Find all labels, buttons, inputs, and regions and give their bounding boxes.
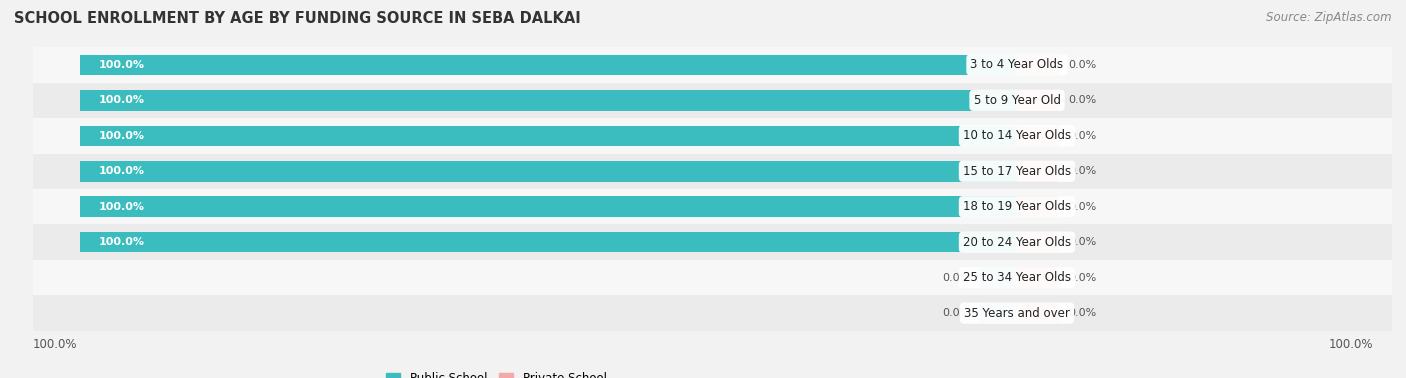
Legend: Public School, Private School: Public School, Private School <box>381 367 612 378</box>
Bar <box>1017 197 1059 217</box>
Text: 100.0%: 100.0% <box>98 202 145 212</box>
Text: 35 Years and over: 35 Years and over <box>965 307 1070 320</box>
Text: Source: ZipAtlas.com: Source: ZipAtlas.com <box>1267 11 1392 24</box>
Text: 0.0%: 0.0% <box>1069 166 1097 176</box>
Bar <box>1017 90 1059 111</box>
Text: 0.0%: 0.0% <box>942 308 970 318</box>
Bar <box>1017 232 1059 253</box>
Text: 3 to 4 Year Olds: 3 to 4 Year Olds <box>970 58 1063 71</box>
Bar <box>980 303 1017 324</box>
Text: 10 to 14 Year Olds: 10 to 14 Year Olds <box>963 129 1071 142</box>
Text: 18 to 19 Year Olds: 18 to 19 Year Olds <box>963 200 1071 213</box>
Bar <box>1017 267 1059 288</box>
Bar <box>32 189 1406 225</box>
Bar <box>80 197 1017 217</box>
Text: 100.0%: 100.0% <box>1329 338 1374 351</box>
Bar <box>80 90 1017 111</box>
Bar <box>980 267 1017 288</box>
Bar <box>1017 303 1059 324</box>
Bar <box>32 153 1406 189</box>
Bar <box>80 125 1017 146</box>
Text: 100.0%: 100.0% <box>32 338 77 351</box>
Bar <box>32 47 1406 83</box>
Bar <box>32 225 1406 260</box>
Text: 100.0%: 100.0% <box>98 60 145 70</box>
Text: 20 to 24 Year Olds: 20 to 24 Year Olds <box>963 236 1071 249</box>
Bar <box>1017 125 1059 146</box>
Text: 0.0%: 0.0% <box>1069 95 1097 105</box>
Bar <box>32 83 1406 118</box>
Text: 0.0%: 0.0% <box>1069 202 1097 212</box>
Bar <box>80 161 1017 181</box>
Text: 100.0%: 100.0% <box>98 95 145 105</box>
Text: 0.0%: 0.0% <box>1069 131 1097 141</box>
Text: SCHOOL ENROLLMENT BY AGE BY FUNDING SOURCE IN SEBA DALKAI: SCHOOL ENROLLMENT BY AGE BY FUNDING SOUR… <box>14 11 581 26</box>
Text: 100.0%: 100.0% <box>98 237 145 247</box>
Bar <box>32 260 1406 295</box>
Text: 0.0%: 0.0% <box>1069 308 1097 318</box>
Text: 100.0%: 100.0% <box>98 131 145 141</box>
Bar <box>32 295 1406 331</box>
Bar <box>80 54 1017 75</box>
Text: 5 to 9 Year Old: 5 to 9 Year Old <box>973 94 1060 107</box>
Text: 0.0%: 0.0% <box>1069 60 1097 70</box>
Text: 100.0%: 100.0% <box>98 166 145 176</box>
Text: 0.0%: 0.0% <box>1069 237 1097 247</box>
Bar <box>1017 161 1059 181</box>
Bar <box>32 118 1406 153</box>
Text: 15 to 17 Year Olds: 15 to 17 Year Olds <box>963 165 1071 178</box>
Text: 0.0%: 0.0% <box>942 273 970 283</box>
Text: 25 to 34 Year Olds: 25 to 34 Year Olds <box>963 271 1071 284</box>
Bar <box>1017 54 1059 75</box>
Text: 0.0%: 0.0% <box>1069 273 1097 283</box>
Bar <box>80 232 1017 253</box>
